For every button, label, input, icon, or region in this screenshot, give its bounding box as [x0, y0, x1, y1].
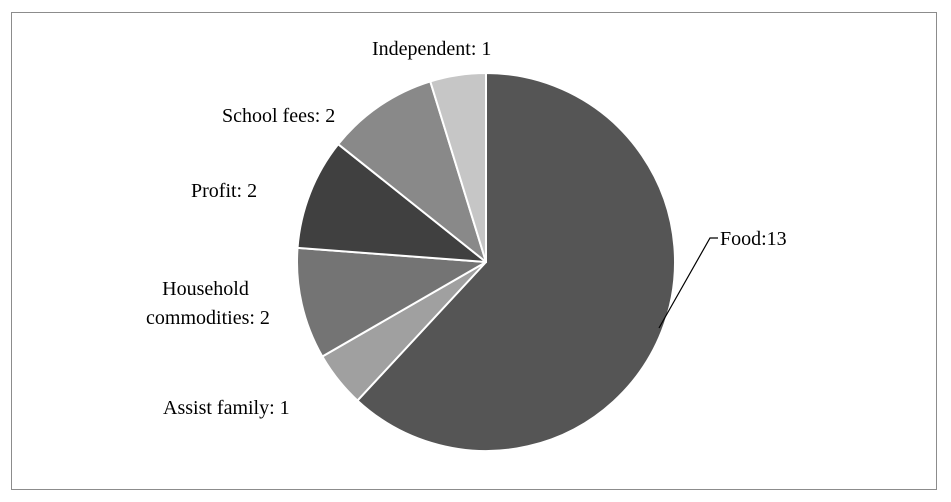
pie-slice-school-fees: [337, 80, 487, 263]
label-school-fees: School fees: 2: [222, 105, 335, 127]
label-profit: Profit: 2: [191, 180, 257, 202]
label-assist-family: Assist family: 1: [163, 397, 290, 419]
label-household-line-2: commodities: 2: [146, 307, 270, 329]
pie-slices: [296, 72, 676, 452]
label-independent: Independent: 1: [372, 38, 491, 60]
pie-slice-food: [356, 72, 676, 452]
pie-slice-household-commodities: [296, 246, 487, 358]
pie-slice-profit: [296, 143, 487, 263]
pie-slice-independent: [429, 72, 487, 263]
label-food: Food:13: [720, 228, 787, 250]
chart-frame: [11, 12, 937, 490]
food-leader-line: [658, 237, 718, 329]
label-household-line-1: Household: [162, 278, 249, 300]
slice-labels: Food:13 Assist family: 1 Household commo…: [146, 38, 787, 419]
label-household-commodities: Household commodities: 2: [146, 278, 270, 329]
